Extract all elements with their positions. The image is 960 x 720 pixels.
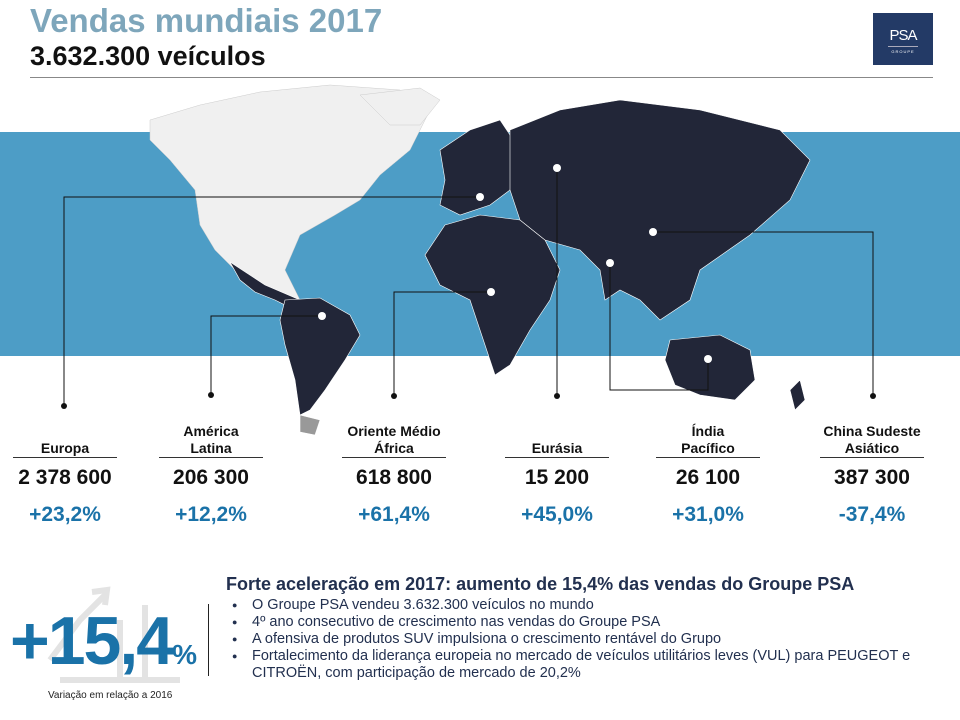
page-title: Vendas mundiais 2017 [30,2,383,39]
psa-logo: PSA GROUPE [873,13,933,65]
growth-value: +15,4 [10,603,174,679]
region-sales: 387 300 [834,466,910,489]
connector-lines [63,168,874,406]
growth-chart-icon [47,586,180,683]
divider [342,457,446,458]
divider [656,457,760,458]
growth-unit: % [172,639,197,670]
north-america [149,84,441,303]
region-eurasia: Eurásia 15 200 +45,0% [497,0,617,526]
region-china-sudeste-asiatico: China Sudeste Asiático 387 300 -37,4% [807,0,937,526]
region-change: +61,4% [358,503,430,526]
bullet-item: Fortalecimento da liderança europeia no … [232,648,932,682]
divider [30,77,933,78]
growth-figure: +15,4% [10,602,197,680]
region-label: Oriente Médio África [347,423,441,456]
divider [208,604,209,676]
divider [13,457,117,458]
bullet-item: 4º ano consecutivo de crescimento nas ve… [232,614,932,631]
growth-caption: Variação em relação a 2016 [48,690,173,701]
region-label: América Latina [183,423,239,456]
divider [505,457,609,458]
region-change: +45,0% [521,503,593,526]
summary-headline: Forte aceleração em 2017: aumento de 15,… [226,574,855,594]
region-india-pacifico: Índia Pacífico 26 100 +31,0% [648,0,768,526]
page-subtitle: 3.632.300 veículos [30,41,266,71]
region-label: Índia Pacífico [681,423,735,456]
location-dots [318,164,712,363]
region-label: China Sudeste Asiático [823,423,921,456]
bullet-item: A ofensiva de produtos SUV impulsiona o … [232,631,932,648]
region-sales: 2 378 600 [18,466,112,489]
region-change: +23,2% [29,503,101,526]
region-change: -37,4% [838,503,906,526]
region-change: +12,2% [175,503,247,526]
region-oriente-medio-africa: Oriente Médio África 618 800 +61,4% [334,0,454,526]
region-label: Europa [40,440,90,456]
anchor-dots [61,392,876,409]
landmasses [229,99,811,436]
region-sales: 26 100 [675,466,741,489]
region-sales: 206 300 [173,466,249,489]
region-sales: 15 200 [524,466,590,489]
divider [159,457,263,458]
summary-bullets: O Groupe PSA vendeu 3.632.300 veículos n… [232,597,932,682]
region-sales: 618 800 [356,466,432,489]
region-america-latina: América Latina 206 300 +12,2% [151,0,271,526]
divider [820,457,924,458]
bullet-item: O Groupe PSA vendeu 3.632.300 veículos n… [232,597,932,614]
region-europa: Europa 2 378 600 +23,2% [5,0,125,526]
region-label: Eurásia [531,440,583,456]
region-change: +31,0% [672,503,744,526]
